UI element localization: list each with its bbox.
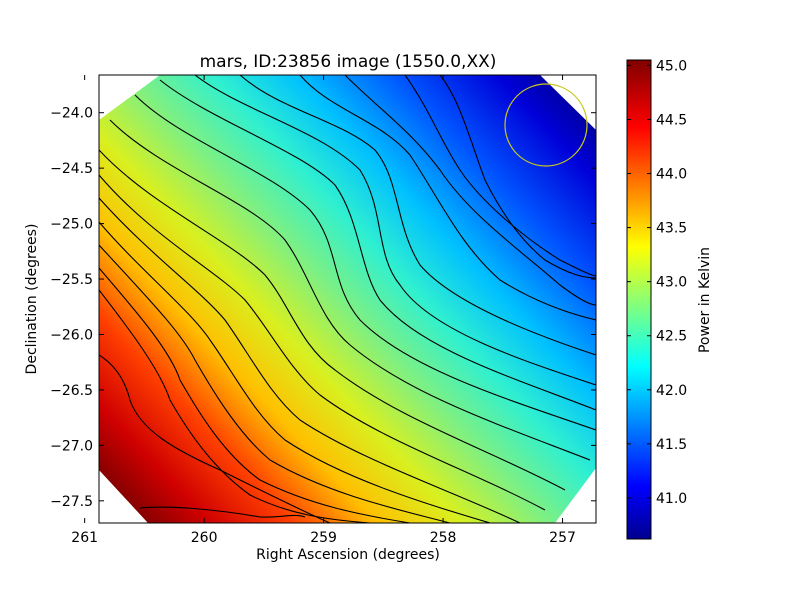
colorbar-tick-label: 41.0	[656, 491, 687, 507]
plot-area	[99, 75, 596, 523]
x-tick-label: 261	[71, 530, 98, 546]
colorbar-tick-label: 45.0	[656, 58, 687, 74]
contour-line	[404, 75, 596, 277]
contour-line	[134, 94, 596, 431]
contour-line	[299, 75, 596, 321]
contour-line	[239, 75, 596, 356]
colorbar-tick-label: 43.5	[656, 221, 687, 237]
contour-line	[99, 221, 491, 523]
y-axis: −24.0 −24.5 −25.0 −25.5 −26.0 −26.5 −27.0 −27.5	[50, 106, 596, 510]
beam-annotation-circle	[504, 83, 588, 167]
colorbar-tick-label: 42.5	[656, 329, 687, 345]
colorbar-tick-label: 43.0	[656, 275, 687, 291]
contour-line	[99, 354, 331, 523]
colorbar-tick-label: 44.5	[656, 112, 687, 128]
colorbar-tick-label: 41.5	[656, 437, 687, 453]
contour-line	[439, 75, 596, 279]
x-axis-label: Right Ascension (degrees)	[256, 547, 440, 563]
heatmap-image	[99, 75, 596, 523]
y-tick-label: −25.5	[50, 272, 93, 288]
chart-title: mars, ID:23856 image (1550.0,XX)	[200, 52, 497, 72]
colorbar-tick-label: 44.0	[656, 167, 687, 183]
y-tick-label: −27.0	[50, 438, 93, 454]
y-tick-label: −27.5	[50, 494, 93, 510]
y-axis-label: Declination (degrees)	[24, 224, 40, 375]
x-axis: 261 260 259 258 257	[71, 75, 576, 546]
contour-line	[99, 289, 371, 523]
y-tick-label: −26.0	[50, 327, 93, 343]
colorbar: 41.0 41.5 42.0 42.5 43.0 43.5 44.0 44.5 45.0 Pow…	[626, 58, 713, 540]
x-tick-label: 257	[549, 530, 576, 546]
axes-frame	[98, 74, 597, 524]
y-tick-label: −26.5	[50, 383, 93, 399]
contour-line	[99, 174, 546, 511]
contour-line	[139, 506, 306, 518]
x-tick-label: 260	[191, 530, 218, 546]
colorbar-ticks: 41.0 41.5 42.0 42.5 43.0 43.5 44.0 44.5 45.0	[627, 58, 687, 507]
contour-line	[344, 75, 596, 306]
contour-line	[109, 119, 591, 461]
y-tick-label: −24.0	[50, 106, 93, 122]
contour-lines	[99, 75, 596, 523]
contour-line	[99, 267, 411, 523]
x-tick-label: 258	[430, 530, 457, 546]
y-tick-label: −24.5	[50, 161, 93, 177]
y-tick-label: −25.0	[50, 217, 93, 233]
colorbar-tick-label: 42.0	[656, 383, 687, 399]
contour-line	[99, 149, 566, 491]
colorbar-gradient	[626, 59, 652, 540]
contour-line	[99, 197, 521, 523]
contour-line	[194, 75, 596, 386]
contour-line	[159, 79, 596, 411]
colorbar-label: Power in Kelvin	[697, 247, 713, 353]
contour-line	[99, 244, 451, 523]
x-tick-label: 259	[310, 530, 337, 546]
